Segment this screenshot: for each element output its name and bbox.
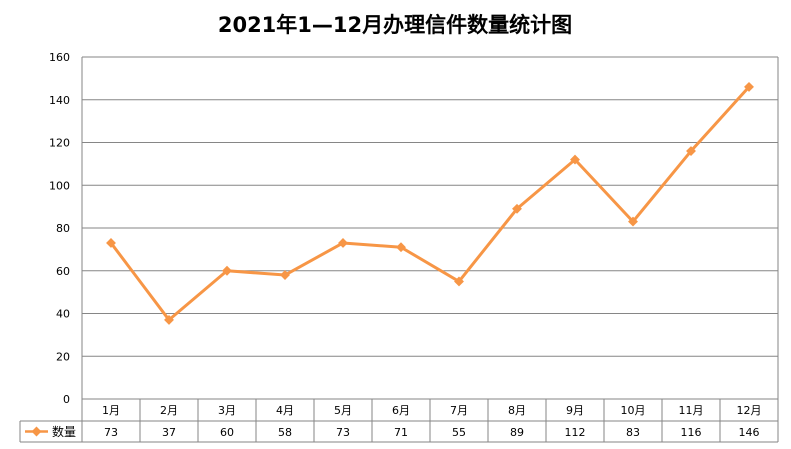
x-category-label: 8月 (508, 404, 526, 417)
table-value-cell: 116 (681, 426, 702, 439)
table-value-cell: 58 (278, 426, 292, 439)
table-value-cell: 71 (394, 426, 408, 439)
data-point (628, 216, 638, 227)
data-point (280, 270, 290, 280)
data-point (744, 81, 754, 92)
x-category-label: 10月 (621, 404, 646, 417)
y-tick-label: 20 (56, 350, 70, 363)
data-point (338, 238, 348, 248)
table-value-cell: 112 (565, 426, 586, 439)
y-axis-ticks: 0 20 40 60 80 100 120 140 160 (49, 51, 70, 406)
data-table: 1月 73 2月 37 3月 60 4月 58 5月 73 6月 71 7月 55 8月 89 9月 112 10月… (19, 399, 778, 443)
data-point (686, 146, 696, 156)
table-value-cell: 55 (452, 426, 466, 439)
data-point (396, 242, 406, 253)
gridlines (81, 56, 779, 442)
y-tick-label: 160 (49, 51, 70, 64)
table-value-cell: 83 (626, 426, 640, 439)
table-value-cell: 37 (162, 426, 176, 439)
data-point (164, 314, 174, 325)
data-point (570, 154, 580, 165)
legend-marker (31, 426, 42, 437)
chart-title: 2021年1—12月办理信件数量统计图 (218, 13, 572, 37)
y-tick-label: 140 (49, 94, 70, 107)
y-tick-label: 100 (49, 179, 70, 192)
y-tick-label: 0 (63, 393, 70, 406)
table-value-cell: 60 (220, 426, 234, 439)
x-category-label: 1月 (102, 404, 120, 417)
data-point (106, 238, 116, 248)
x-category-label: 9月 (566, 404, 584, 417)
table-value-cell: 73 (336, 426, 350, 439)
table-value-cell: 146 (739, 426, 760, 439)
x-category-label: 12月 (737, 404, 762, 417)
data-point (222, 265, 232, 276)
table-value-cell: 73 (104, 426, 118, 439)
x-category-label: 5月 (334, 404, 352, 417)
legend-label: 数量 (52, 424, 76, 439)
x-category-label: 3月 (218, 404, 236, 417)
data-points (106, 81, 754, 325)
y-tick-label: 120 (49, 137, 70, 150)
data-point (512, 203, 522, 214)
y-tick-label: 80 (56, 222, 70, 235)
legend-key: 数量 (25, 424, 76, 439)
table-value-cell: 89 (510, 426, 524, 439)
series-line-数量 (109, 85, 751, 322)
data-point (454, 276, 464, 287)
x-category-label: 2月 (160, 404, 178, 417)
x-category-label: 7月 (450, 404, 468, 417)
x-category-label: 11月 (679, 404, 704, 417)
y-tick-label: 40 (56, 308, 70, 321)
x-category-label: 4月 (276, 404, 294, 417)
x-category-label: 6月 (392, 404, 410, 417)
series-lines (109, 85, 751, 322)
y-tick-label: 60 (56, 265, 70, 278)
